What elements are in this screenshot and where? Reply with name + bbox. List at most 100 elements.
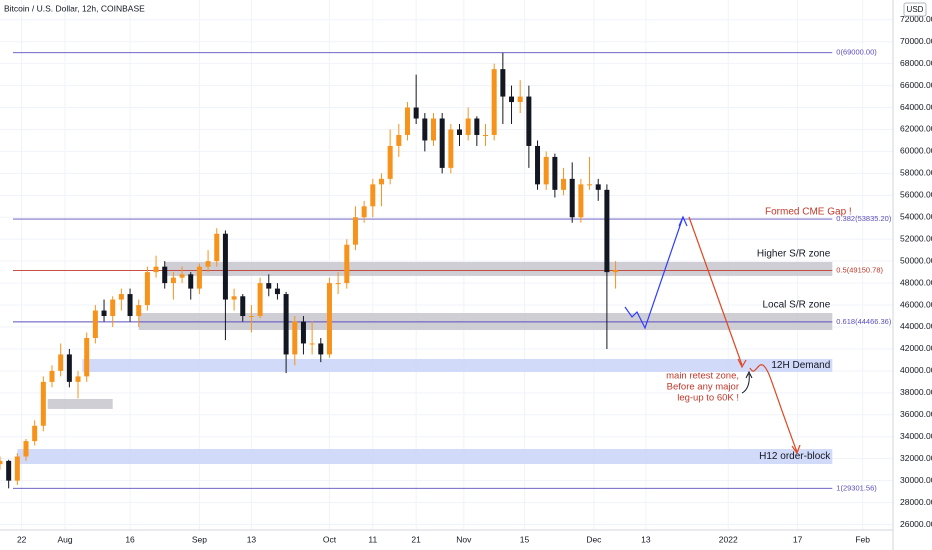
note-arrow — [741, 373, 750, 394]
candle-body — [84, 337, 90, 377]
level-label: 0.618(44466.36) — [836, 317, 892, 326]
candle-body — [569, 178, 575, 218]
annotation: main retest zone, — [666, 371, 739, 382]
time-axis-bg — [0, 530, 893, 550]
candle-body — [240, 296, 246, 317]
candle-body — [179, 274, 185, 278]
candle-body — [49, 370, 55, 382]
candle-body — [326, 283, 332, 355]
candle-body — [483, 134, 489, 136]
y-tick-label: 72000.00 — [900, 14, 932, 24]
candle-body — [162, 266, 168, 284]
y-tick-label: 30000.00 — [900, 475, 932, 485]
candle-body — [257, 283, 263, 317]
x-tick-label: 13 — [641, 534, 651, 544]
arrow-head — [791, 444, 801, 455]
candle-body — [127, 294, 133, 317]
candle-body — [404, 107, 410, 135]
y-tick-label: 62000.00 — [900, 124, 932, 134]
y-tick-label: 38000.00 — [900, 387, 932, 397]
candle-body — [457, 129, 463, 135]
candle-body — [170, 277, 176, 284]
candle-body — [613, 269, 619, 273]
level-label: 0.5(49150.78) — [836, 265, 883, 274]
candle-body — [136, 305, 142, 317]
candle-body — [58, 354, 64, 371]
x-tick-label: 13 — [247, 534, 257, 544]
arrow-head — [745, 370, 753, 379]
candle-body — [40, 381, 46, 426]
candle-body — [318, 343, 324, 355]
candles — [0, 52, 619, 489]
candle-body — [517, 96, 523, 103]
candle-body — [535, 145, 541, 185]
candle-body — [23, 441, 29, 457]
candle-body — [361, 206, 367, 218]
annotation: Before any major — [667, 382, 739, 393]
level-label: 1(29301.56) — [836, 483, 877, 492]
candle-body — [92, 310, 98, 338]
level-label: 0(69000.00) — [836, 48, 877, 57]
y-tick-label: 44000.00 — [900, 321, 932, 331]
candle-body — [595, 184, 601, 190]
currency-label[interactable]: USD — [907, 5, 924, 14]
chart-title: Bitcoin / U.S. Dollar, 12h, COINBASE — [4, 3, 145, 13]
zone-label: Higher S/R zone — [757, 249, 831, 260]
candle-body — [309, 343, 315, 345]
candle-body — [283, 294, 289, 355]
candle-body — [352, 217, 358, 245]
y-tick-label: 58000.00 — [900, 168, 932, 178]
candle-body — [110, 299, 116, 317]
zone-label: H12 order-block — [759, 451, 831, 462]
price-axis: 26000.00 28000.00 30000.00 32000.00 34000.00… — [900, 14, 932, 529]
candle-body — [205, 261, 211, 267]
levels: 0(69000.00) 0.382(53835.20) 0.5(49150.78) 0… — [13, 48, 892, 492]
zone-label: Local S/R zone — [762, 300, 830, 311]
candle-body — [378, 178, 384, 185]
y-tick-label: 66000.00 — [900, 80, 932, 90]
arrow-head — [678, 215, 688, 227]
candle-body — [214, 233, 220, 262]
y-tick-label: 48000.00 — [900, 277, 932, 287]
candle-body — [396, 134, 402, 146]
level-label: 0.382(53835.20) — [836, 214, 892, 223]
y-tick-label: 28000.00 — [900, 497, 932, 507]
candle-body — [509, 96, 515, 103]
y-tick-label: 36000.00 — [900, 409, 932, 419]
candle-body — [526, 96, 532, 146]
candle-body — [465, 118, 471, 135]
y-tick-label: 52000.00 — [900, 233, 932, 243]
currency-button[interactable] — [903, 2, 927, 17]
y-tick-label: 34000.00 — [900, 431, 932, 441]
time-axis: 22 Aug 16 Sep 13 Oct 11 21 Nov 15 Dec 13 2022 17 Feb — [17, 534, 870, 544]
y-tick-label: 70000.00 — [900, 36, 932, 46]
zone — [82, 358, 833, 372]
y-tick-label: 56000.00 — [900, 190, 932, 200]
candle-body — [300, 321, 306, 344]
y-tick-label: 42000.00 — [900, 343, 932, 353]
x-tick-label: 17 — [793, 534, 803, 544]
x-tick-label: 22 — [17, 534, 27, 544]
projection-path — [624, 216, 684, 330]
candle-body — [370, 184, 376, 207]
candle-body — [491, 69, 497, 135]
y-tick-label: 26000.00 — [900, 519, 932, 529]
candle-body — [543, 156, 549, 185]
y-tick-label: 32000.00 — [900, 453, 932, 463]
candle-body — [448, 129, 454, 168]
candle-body — [188, 274, 194, 289]
x-tick-label: 21 — [411, 534, 421, 544]
candle-body — [439, 118, 445, 168]
candle-body — [561, 178, 567, 190]
x-tick-label: Dec — [586, 534, 602, 544]
zone — [164, 261, 833, 276]
x-tick-label: 16 — [125, 534, 135, 544]
x-tick-label: Sep — [192, 534, 207, 544]
candle-body — [118, 294, 124, 300]
x-tick-label: 2022 — [719, 534, 738, 544]
candle-body — [474, 118, 480, 135]
x-tick-label: 15 — [520, 534, 530, 544]
candle-body — [32, 425, 38, 442]
candle-body — [66, 354, 72, 382]
